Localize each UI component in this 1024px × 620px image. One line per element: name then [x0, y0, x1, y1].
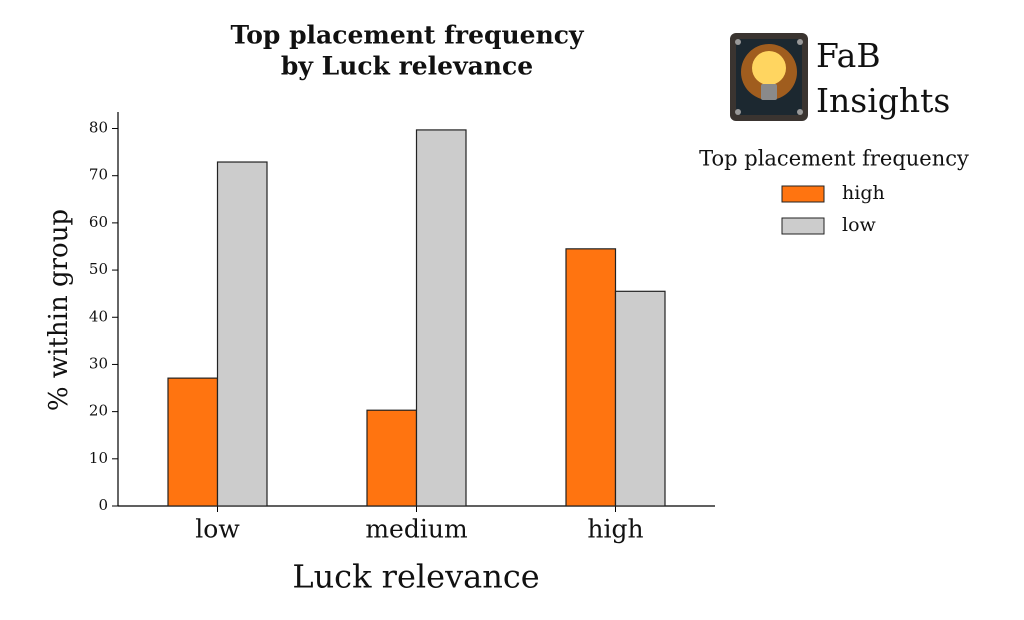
- logo-text: Insights: [816, 81, 950, 120]
- legend-label: high: [842, 182, 885, 204]
- legend-title: Top placement frequency: [699, 147, 969, 171]
- bar: [565, 248, 617, 507]
- y-tick-label: 70: [89, 166, 108, 184]
- bar: [614, 290, 666, 507]
- logo-text: FaB: [816, 36, 881, 75]
- legend-swatch: [781, 217, 825, 235]
- bar: [415, 129, 467, 507]
- x-axis-label: Luck relevance: [292, 558, 539, 596]
- y-tick-label: 80: [89, 119, 108, 137]
- y-tick-label: 0: [98, 496, 108, 514]
- bar: [366, 409, 418, 507]
- chart-title: by Luck relevance: [281, 52, 533, 81]
- y-tick-label: 20: [89, 402, 108, 420]
- y-axis-label: % within group: [44, 209, 74, 411]
- y-tick-label: 50: [89, 260, 108, 278]
- y-tick-label: 30: [89, 354, 108, 372]
- bar: [216, 161, 268, 507]
- y-tick-label: 10: [89, 449, 108, 467]
- x-tick-label: medium: [365, 515, 468, 544]
- y-tick-label: 60: [89, 213, 108, 231]
- chart-title: Top placement frequency: [230, 21, 584, 50]
- bar: [167, 377, 219, 507]
- y-tick-label: 40: [89, 307, 108, 325]
- legend-swatch: [781, 185, 825, 203]
- x-tick-label: low: [195, 515, 240, 544]
- x-tick-label: high: [587, 515, 643, 544]
- logo-icon: [730, 33, 808, 121]
- legend-label: low: [842, 214, 877, 236]
